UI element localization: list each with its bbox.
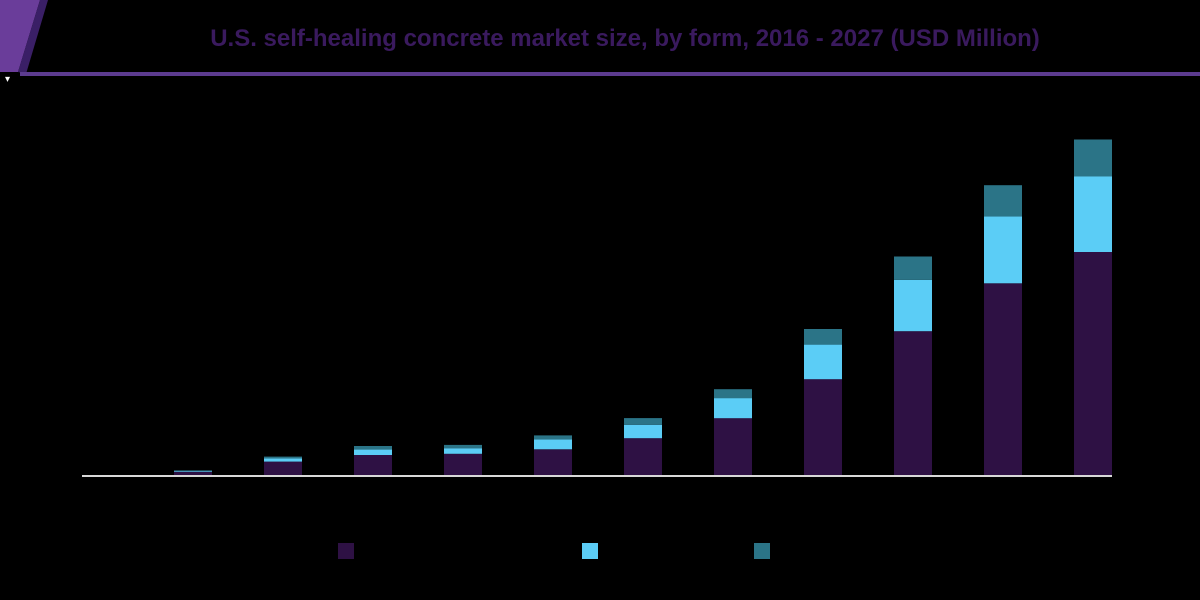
corner-accent-shade (18, 0, 48, 74)
legend-swatch-series-1 (338, 543, 354, 559)
bar-segment-2018-series-1 (264, 461, 302, 475)
bar-segment-2027-series-1 (1074, 252, 1112, 475)
bar-segment-2026-series-3 (984, 185, 1022, 217)
bar-segment-2025-series-1 (894, 331, 932, 475)
bar-segment-2022-series-2 (624, 424, 662, 439)
bar-segment-2023-series-2 (714, 398, 752, 419)
cursor-glyph: ▾ (5, 74, 10, 85)
bar-segment-2019-series-3 (354, 446, 392, 450)
bar-segment-2025-series-2 (894, 279, 932, 332)
bar-segment-2021-series-3 (534, 435, 572, 440)
bar-segment-2026-series-2 (984, 216, 1022, 284)
bar-segment-2020-series-2 (444, 448, 482, 454)
bar-segment-2019-series-2 (354, 449, 392, 455)
bar-segment-2022-series-3 (624, 418, 662, 425)
bar-segment-2024-series-1 (804, 379, 842, 475)
bar-segment-2024-series-3 (804, 329, 842, 345)
bars-layer (174, 139, 1112, 475)
bar-segment-2020-series-1 (444, 453, 482, 475)
bar-segment-2017-series-1 (174, 471, 212, 475)
title-underline (20, 72, 1200, 76)
bar-segment-2025-series-3 (894, 256, 932, 280)
chart-title: U.S. self-healing concrete market size, … (210, 25, 1040, 52)
bar-segment-2027-series-2 (1074, 176, 1112, 252)
bar-segment-2024-series-2 (804, 344, 842, 380)
legend (338, 543, 770, 559)
bar-segment-2023-series-3 (714, 389, 752, 399)
bar-segment-2022-series-1 (624, 438, 662, 475)
bar-segment-2021-series-2 (534, 439, 572, 450)
bar-segment-2021-series-1 (534, 449, 572, 475)
legend-swatch-series-3 (754, 543, 770, 559)
corner-accent (0, 0, 40, 72)
bar-segment-2019-series-1 (354, 454, 392, 475)
bar-segment-2018-series-2 (264, 458, 302, 462)
bar-segment-2023-series-1 (714, 418, 752, 475)
bar-segment-2027-series-3 (1074, 139, 1112, 177)
bar-segment-2026-series-1 (984, 283, 1022, 475)
legend-swatch-series-2 (582, 543, 598, 559)
bar-segment-2020-series-3 (444, 444, 482, 449)
bar-segment-2018-series-3 (264, 456, 302, 459)
bar-segment-2017-series-2 (174, 470, 212, 472)
